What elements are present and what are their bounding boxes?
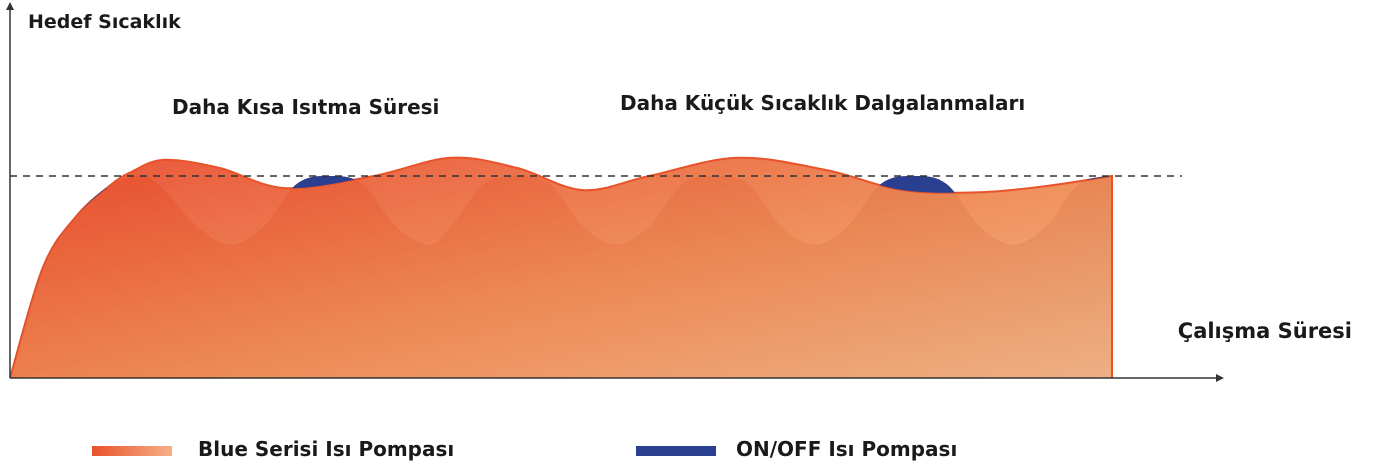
- legend-label-blue-series: Blue Serisi Isı Pompası: [198, 437, 454, 461]
- onoff-overshoot-peaks: [10, 175, 1112, 378]
- x-axis-label: Çalışma Süresi: [1178, 319, 1352, 343]
- legend-swatch-onoff: [636, 446, 716, 456]
- legend-label-onoff: ON/OFF Isı Pompası: [736, 437, 957, 461]
- legend-swatch-blue-series: [92, 446, 172, 456]
- annotation-smaller-fluctuations: Daha Küçük Sıcaklık Dalgalanmaları: [620, 91, 1025, 115]
- x-axis-arrow: [1216, 374, 1224, 382]
- onoff-peak-shape: [10, 175, 1112, 378]
- y-axis-label: Hedef Sıcaklık: [28, 11, 181, 33]
- y-axis-arrow: [6, 2, 14, 10]
- legend: Blue Serisi Isı Pompası ON/OFF Isı Pompa…: [92, 437, 957, 461]
- annotation-shorter-heating: Daha Kısa Isıtma Süresi: [172, 95, 439, 119]
